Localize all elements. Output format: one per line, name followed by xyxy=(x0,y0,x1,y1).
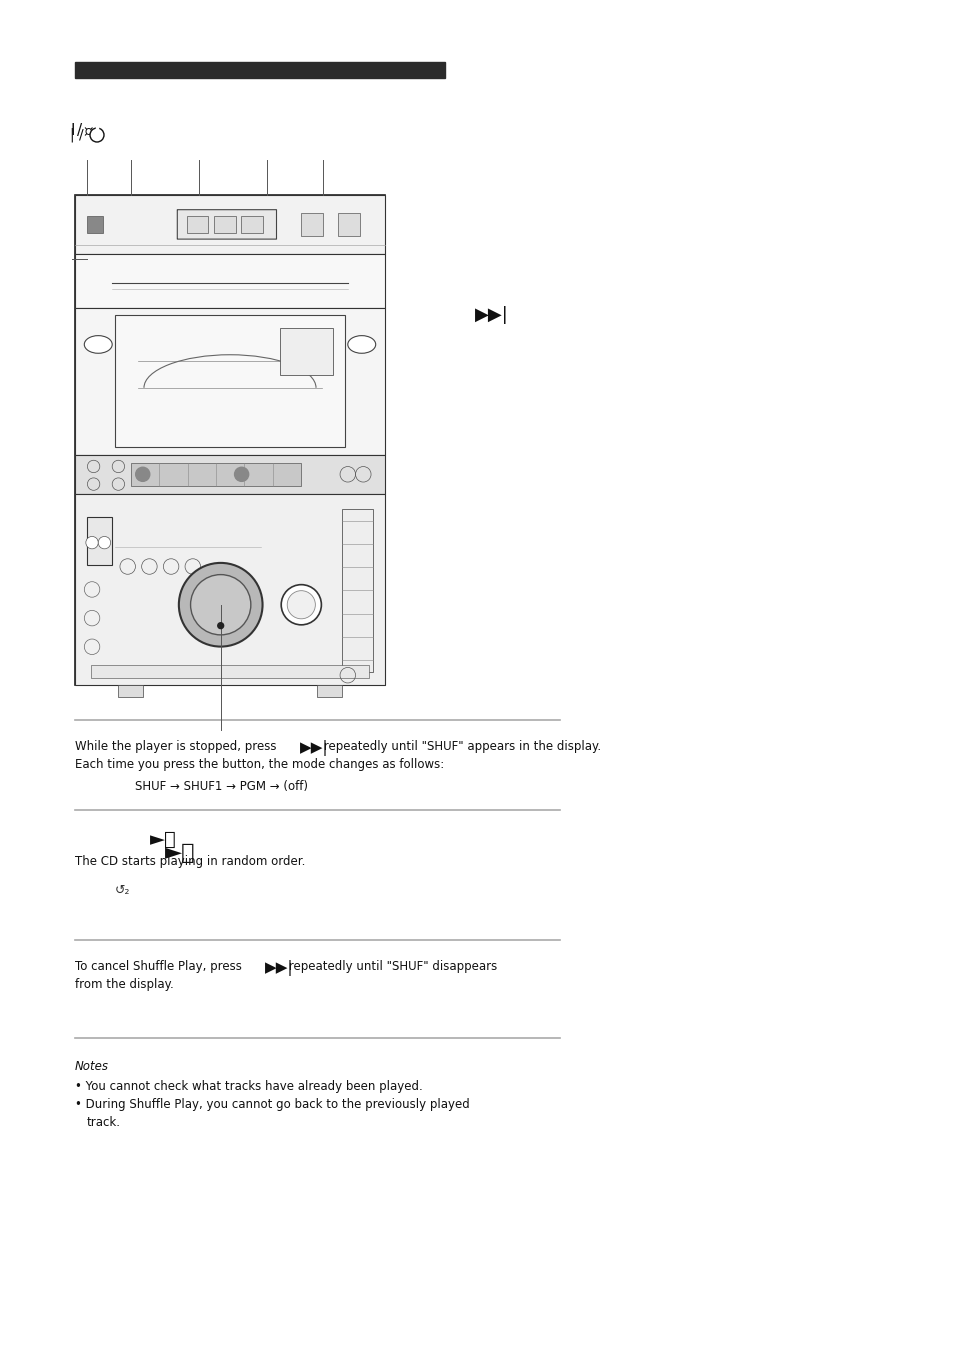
Text: SHUF → SHUF1 → PGM → (off): SHUF → SHUF1 → PGM → (off) xyxy=(135,780,308,793)
Circle shape xyxy=(178,562,262,646)
Bar xyxy=(88,215,103,233)
Circle shape xyxy=(86,537,98,549)
Text: • You cannot check what tracks have already been played.: • You cannot check what tracks have alre… xyxy=(75,1080,422,1093)
Circle shape xyxy=(234,467,249,481)
Bar xyxy=(75,195,385,686)
Circle shape xyxy=(217,623,223,629)
Bar xyxy=(88,516,112,565)
Bar xyxy=(75,62,444,79)
Bar xyxy=(75,253,385,308)
Text: ▶▶|: ▶▶| xyxy=(475,306,508,324)
Bar xyxy=(75,495,385,686)
Text: ▶▶|: ▶▶| xyxy=(299,740,328,756)
Text: | /: | / xyxy=(70,127,84,142)
Circle shape xyxy=(287,591,315,619)
Text: • During Shuffle Play, you cannot go back to the previously played: • During Shuffle Play, you cannot go bac… xyxy=(75,1098,469,1111)
Text: To cancel Shuffle Play, press: To cancel Shuffle Play, press xyxy=(75,959,242,973)
Text: Notes: Notes xyxy=(75,1060,109,1073)
Bar xyxy=(301,213,323,236)
Bar xyxy=(213,215,235,233)
Bar xyxy=(338,213,360,236)
FancyBboxPatch shape xyxy=(177,210,276,238)
Bar xyxy=(75,308,385,455)
Text: track.: track. xyxy=(87,1117,121,1129)
Bar xyxy=(187,215,208,233)
Bar xyxy=(75,195,385,253)
Text: The CD starts playing in random order.: The CD starts playing in random order. xyxy=(75,855,305,869)
Text: ►⏯: ►⏯ xyxy=(165,843,195,863)
Bar xyxy=(131,462,301,486)
Circle shape xyxy=(90,127,104,142)
Text: ▶▶|: ▶▶| xyxy=(265,959,294,976)
Circle shape xyxy=(281,584,321,625)
Text: ►⏯: ►⏯ xyxy=(150,831,176,850)
Ellipse shape xyxy=(84,336,112,354)
Circle shape xyxy=(135,467,150,481)
Text: $\mathsf{I\,/\,}$⏼: $\mathsf{I\,/\,}$⏼ xyxy=(70,122,94,138)
Bar xyxy=(118,686,143,698)
Bar xyxy=(91,665,369,678)
Bar xyxy=(241,215,263,233)
Bar xyxy=(75,455,385,495)
Text: repeatedly until "SHUF" appears in the display.: repeatedly until "SHUF" appears in the d… xyxy=(319,740,600,753)
Text: Each time you press the button, the mode changes as follows:: Each time you press the button, the mode… xyxy=(75,757,444,771)
Bar xyxy=(115,316,344,447)
Bar xyxy=(316,686,341,698)
Bar xyxy=(341,509,373,672)
Ellipse shape xyxy=(348,336,375,354)
Bar xyxy=(280,328,333,374)
Circle shape xyxy=(191,575,251,635)
Text: ↺₂: ↺₂ xyxy=(115,883,131,897)
Text: repeatedly until "SHUF" disappears: repeatedly until "SHUF" disappears xyxy=(285,959,497,973)
Circle shape xyxy=(98,537,111,549)
Text: from the display.: from the display. xyxy=(75,978,173,991)
Text: While the player is stopped, press: While the player is stopped, press xyxy=(75,740,276,753)
